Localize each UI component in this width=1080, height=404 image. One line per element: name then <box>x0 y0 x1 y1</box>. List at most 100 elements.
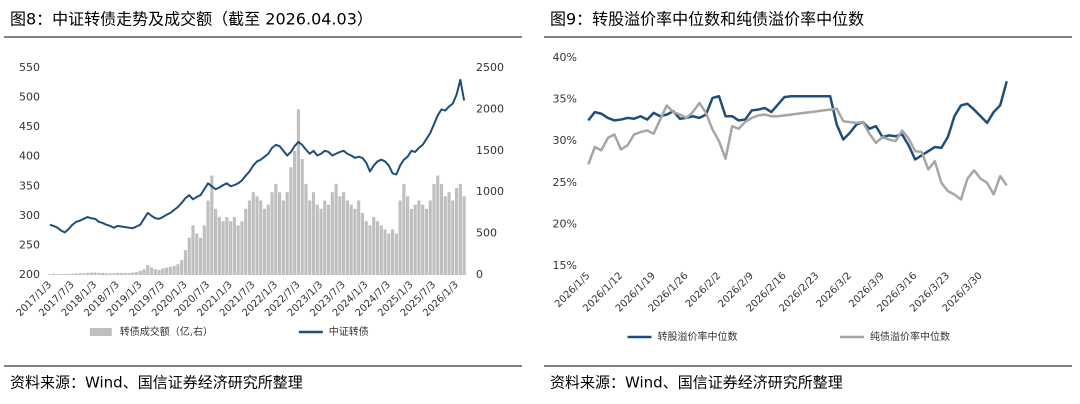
bar <box>259 200 263 275</box>
source-note: 资料来源：Wind、国信证券经济研究所整理 <box>550 374 843 392</box>
bar <box>168 266 172 275</box>
y-tick-label: 2000 <box>476 102 504 115</box>
bar <box>357 200 361 275</box>
bar <box>149 267 154 275</box>
bar <box>229 221 233 275</box>
bar <box>281 200 285 275</box>
y-tick-label: 40% <box>553 51 577 64</box>
bar <box>165 267 169 275</box>
bar <box>417 200 421 275</box>
y-tick-label: 0 <box>476 268 483 281</box>
bar <box>240 221 244 275</box>
bar <box>439 183 444 275</box>
chart-panel: 图9：转股溢价率中位数和纯债溢价率中位数资料来源：Wind、国信证券经济研究所整… <box>544 10 1072 392</box>
bar <box>119 272 124 275</box>
bar <box>368 225 372 275</box>
bar <box>300 159 304 275</box>
y-tick-label: 1000 <box>476 185 504 198</box>
bar <box>112 273 116 275</box>
y-tick-label: 15% <box>553 259 577 272</box>
bar <box>311 192 316 275</box>
bar <box>451 200 455 275</box>
bar <box>172 265 176 275</box>
bar <box>372 217 376 275</box>
bar <box>217 217 221 275</box>
bar <box>183 250 188 275</box>
bar <box>432 183 436 275</box>
line-series <box>587 80 1008 161</box>
bar <box>206 200 210 275</box>
y-tick-label: 200 <box>19 268 40 281</box>
y-tick-label: 30% <box>553 134 577 147</box>
bar <box>360 212 365 275</box>
source-note: 资料来源：Wind、国信证券经济研究所整理 <box>10 374 303 392</box>
bar <box>59 274 63 275</box>
bar <box>443 196 447 275</box>
bar <box>74 273 78 275</box>
bar <box>326 204 331 275</box>
bar <box>187 237 191 275</box>
bar <box>195 233 199 275</box>
legend-label: 纯债溢价率中位数 <box>870 330 950 343</box>
bar <box>334 183 338 275</box>
bar <box>319 208 323 275</box>
y-tick-label: 450 <box>19 120 40 133</box>
bar <box>82 273 86 275</box>
bar <box>202 225 206 275</box>
bar <box>398 200 402 275</box>
bar <box>462 196 466 275</box>
bar <box>421 204 425 275</box>
bar <box>55 274 59 275</box>
bar <box>251 192 255 275</box>
bar <box>345 200 349 275</box>
bar <box>236 225 240 275</box>
bar <box>232 217 236 275</box>
bar <box>225 217 229 275</box>
bar <box>176 264 180 275</box>
bar <box>146 265 150 275</box>
bar <box>89 272 93 275</box>
bar <box>161 268 165 275</box>
bar <box>447 192 451 275</box>
bar <box>70 273 75 275</box>
y-tick-label: 300 <box>19 209 40 222</box>
bar <box>304 183 308 275</box>
bar <box>285 192 289 275</box>
chart-title: 图8：中证转债走势及成交额（截至 2026.04.03） <box>10 10 373 29</box>
bar <box>406 196 410 275</box>
y-tick-label: 1500 <box>476 144 504 157</box>
y-tick-label: 500 <box>19 91 40 104</box>
bar <box>255 196 259 275</box>
bar <box>157 270 161 275</box>
y-tick-label: 20% <box>553 217 577 230</box>
y-tick-label: 550 <box>19 61 40 74</box>
bar <box>323 200 327 275</box>
bar <box>213 208 218 275</box>
bar <box>338 196 342 275</box>
bar <box>289 167 293 275</box>
bar <box>153 269 157 275</box>
bar <box>127 272 131 275</box>
bar <box>266 204 270 275</box>
y-tick-label: 25% <box>553 176 577 189</box>
bar <box>101 272 105 275</box>
bar <box>278 192 282 275</box>
bar <box>308 200 312 275</box>
bar <box>142 269 146 275</box>
bar <box>104 273 108 275</box>
bar <box>180 260 184 275</box>
bar <box>342 192 346 275</box>
y-tick-label: 2500 <box>476 61 504 74</box>
bar <box>198 237 203 275</box>
bar <box>131 272 135 275</box>
bar <box>413 204 417 275</box>
bar <box>349 204 353 275</box>
bar <box>85 272 90 275</box>
line-series <box>587 101 1008 201</box>
bar <box>424 208 429 275</box>
bar <box>353 208 357 275</box>
bar <box>134 272 139 275</box>
bar <box>274 183 278 275</box>
chart-panel: 图8：中证转债走势及成交额（截至 2026.04.03） 资料来源：Wind、国信… <box>4 10 522 392</box>
